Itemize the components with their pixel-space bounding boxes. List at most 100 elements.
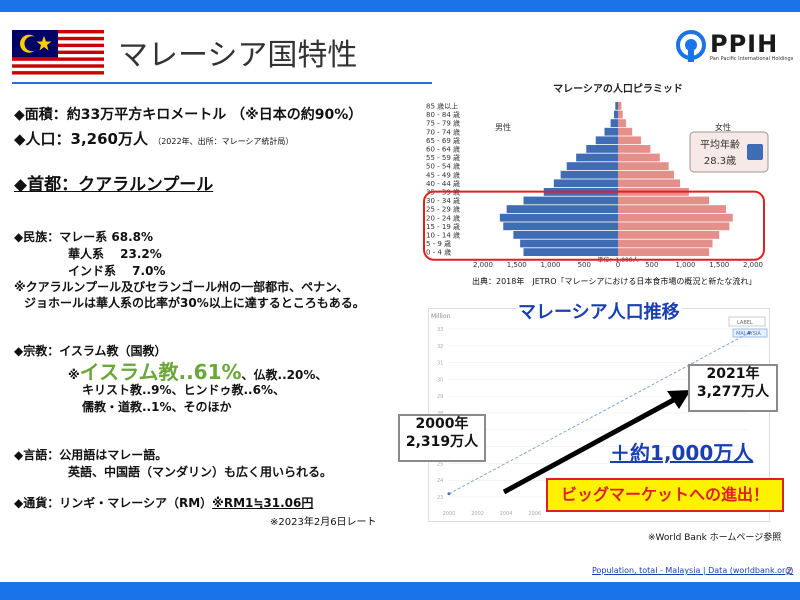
logo-subtitle: Pan Pacific International Holdings bbox=[710, 56, 794, 62]
pyramid-male-bar bbox=[576, 153, 618, 162]
pyramid-age-label: 55 - 59 歳 bbox=[426, 153, 460, 162]
trend-y-unit: Million bbox=[431, 313, 451, 320]
pyramid-female-bar bbox=[618, 205, 726, 213]
malaysia-flag-icon bbox=[12, 30, 104, 78]
trend-point bbox=[747, 331, 751, 335]
pyramid-age-label: 45 - 49 歳 bbox=[426, 170, 460, 179]
pyramid-female-bar bbox=[618, 196, 710, 205]
trend-y-tick: 32 bbox=[437, 344, 443, 350]
religion-rest: 、仏教..20%、 bbox=[241, 368, 328, 382]
currency-fact: ◆通貨：リンギ・マレーシア（RM）※RM1≒31.06円 bbox=[14, 494, 313, 511]
ethnic-2: 華人系 23.2% bbox=[68, 247, 162, 261]
pyramid-female-bar bbox=[618, 110, 623, 119]
language-1: ◆言語：公用語はマレー語。 bbox=[14, 448, 168, 462]
worldbank-link[interactable]: Population, total - Malaysia | Data (wor… bbox=[592, 566, 794, 575]
pyramid-female-bar bbox=[618, 222, 730, 231]
pyramid-x-tick: 1,500 bbox=[709, 261, 729, 269]
pyramid-x-tick: 1,000 bbox=[540, 261, 560, 269]
trend-x-tick: 2004 bbox=[500, 511, 513, 517]
avg-age-value: 28.3歳 bbox=[704, 155, 736, 167]
pyramid-source: 出典：2018年 JETRO「マレーシアにおける日本食市場の概況と新たな流れ」 bbox=[472, 277, 757, 286]
pyramid-male-bar bbox=[520, 239, 618, 248]
trend-x-tick: 2000 bbox=[443, 511, 456, 517]
pyramid-title: マレーシアの人口ピラミッド bbox=[553, 82, 683, 95]
page-title: マレーシア国特性 bbox=[118, 38, 358, 73]
callout-2000: 2000年 2,319万人 bbox=[398, 414, 486, 462]
pyramid-female-bar bbox=[618, 170, 675, 179]
pyramid-male-bar bbox=[586, 145, 618, 153]
pyramid-male-bar bbox=[610, 119, 618, 127]
title-underline bbox=[12, 82, 432, 84]
pyramid-male-bar bbox=[513, 231, 618, 239]
pyramid-x-tick: 1,500 bbox=[507, 261, 527, 269]
pyramid-age-label: 75 - 79 歳 bbox=[426, 119, 460, 128]
trend-title: マレーシア人口推移 bbox=[516, 298, 682, 324]
trend-y-tick: 23 bbox=[437, 495, 443, 501]
top-bar bbox=[0, 0, 800, 12]
pyramid-age-label: 10 - 14 歳 bbox=[426, 231, 460, 240]
trend-y-tick: 33 bbox=[437, 327, 443, 333]
trend-arrow-shaft bbox=[502, 394, 681, 495]
pyramid-male-bar bbox=[503, 222, 618, 231]
working-age-highlight bbox=[423, 190, 765, 261]
pyramid-female-bar bbox=[618, 145, 651, 153]
pyramid-age-label: 5 - 9 歳 bbox=[426, 239, 451, 248]
currency-label: ◆通貨：リンギ・マレーシア（RM） bbox=[14, 496, 213, 510]
trend-legend: LABEL bbox=[737, 320, 753, 326]
ethnic-note-2: ジョホールは華人系の比率が30%以上に達するところもある。 bbox=[24, 296, 365, 310]
logo-name: PPIH bbox=[710, 30, 779, 58]
pyramid-male-label: 男性 bbox=[495, 122, 511, 132]
footnote: ※World Bank ホームページ参照 bbox=[648, 533, 782, 543]
islam-highlight: イスラム教..61% bbox=[79, 360, 242, 384]
pyramid-male-bar bbox=[506, 205, 618, 213]
pyramid-male-bar bbox=[553, 179, 618, 188]
trend-point bbox=[447, 492, 451, 496]
pyramid-male-bar bbox=[595, 136, 618, 145]
religion-2: キリスト教..9%、ヒンドゥ教..6%、 bbox=[82, 383, 285, 397]
pyramid-x-tick: 2,000 bbox=[743, 261, 763, 269]
pyramid-x-tick: 1,000 bbox=[675, 261, 695, 269]
pyramid-female-bar bbox=[618, 239, 713, 248]
language-2: 英語、中国語（マンダリン）も広く用いられる。 bbox=[68, 465, 333, 479]
rate-date: ※2023年2月6日レート bbox=[270, 517, 377, 528]
trend-y-tick: 30 bbox=[437, 377, 443, 383]
pyramid-age-label: 70 - 74 歳 bbox=[426, 127, 460, 136]
pyramid-female-label: 女性 bbox=[715, 122, 731, 132]
pyramid-male-bar bbox=[499, 213, 618, 222]
pyramid-female-bar bbox=[618, 248, 710, 256]
trend-y-tick: 29 bbox=[437, 394, 443, 400]
trend-x-tick: 2006 bbox=[528, 511, 541, 517]
pyramid-x-tick: 500 bbox=[645, 261, 658, 269]
pyramid-male-bar bbox=[566, 162, 618, 170]
religion-prefix: ※ bbox=[68, 368, 80, 382]
trend-y-tick: 25 bbox=[437, 461, 443, 467]
pyramid-age-label: 60 - 64 歳 bbox=[426, 145, 460, 154]
pyramid-male-bar bbox=[615, 102, 618, 110]
trend-arrow-head bbox=[667, 390, 691, 409]
pyramid-male-bar bbox=[613, 110, 618, 119]
pyramid-female-bar bbox=[618, 127, 633, 136]
pyramid-x-tick: 500 bbox=[578, 261, 591, 269]
pyramid-male-bar bbox=[523, 248, 618, 256]
pyramid-chart: マレーシアの人口ピラミッド 85 歳以上 80 - 84 歳 75 - 79 歳 70 … bbox=[420, 82, 776, 282]
trend-line bbox=[448, 332, 750, 495]
religion-3: 儒教・道教..1%、そのほか bbox=[82, 400, 232, 414]
currency-rate: ※RM1≒31.06円 bbox=[212, 496, 314, 510]
pyramid-female-bar bbox=[618, 102, 622, 110]
pyramid-female-bar bbox=[618, 231, 720, 239]
big-market-banner: ビッグマーケットへの進出！ bbox=[546, 478, 784, 512]
pyramid-female-bar bbox=[618, 136, 641, 145]
pyramid-female-bar bbox=[618, 213, 733, 222]
trend-y-tick: 24 bbox=[437, 478, 443, 484]
pyramid-age-label: 0 - 4 歳 bbox=[426, 248, 451, 257]
pyramid-age-label: 20 - 24 歳 bbox=[426, 213, 460, 222]
ethnic-1: ◆民族：マレー系 68.8% bbox=[14, 230, 154, 244]
pyramid-male-bar bbox=[523, 196, 618, 205]
population-label: ◆人口：3,260万人 bbox=[14, 130, 148, 148]
pyramid-age-label: 25 - 29 歳 bbox=[426, 205, 460, 214]
trend-legend-box bbox=[728, 316, 766, 327]
pyramid-age-label: 30 - 34 歳 bbox=[426, 196, 460, 205]
increase-label: ＋約1,000万人 bbox=[610, 441, 754, 465]
people-icon bbox=[747, 144, 763, 160]
religion-line: ※イスラム教..61%、仏教..20%、 bbox=[68, 356, 327, 385]
